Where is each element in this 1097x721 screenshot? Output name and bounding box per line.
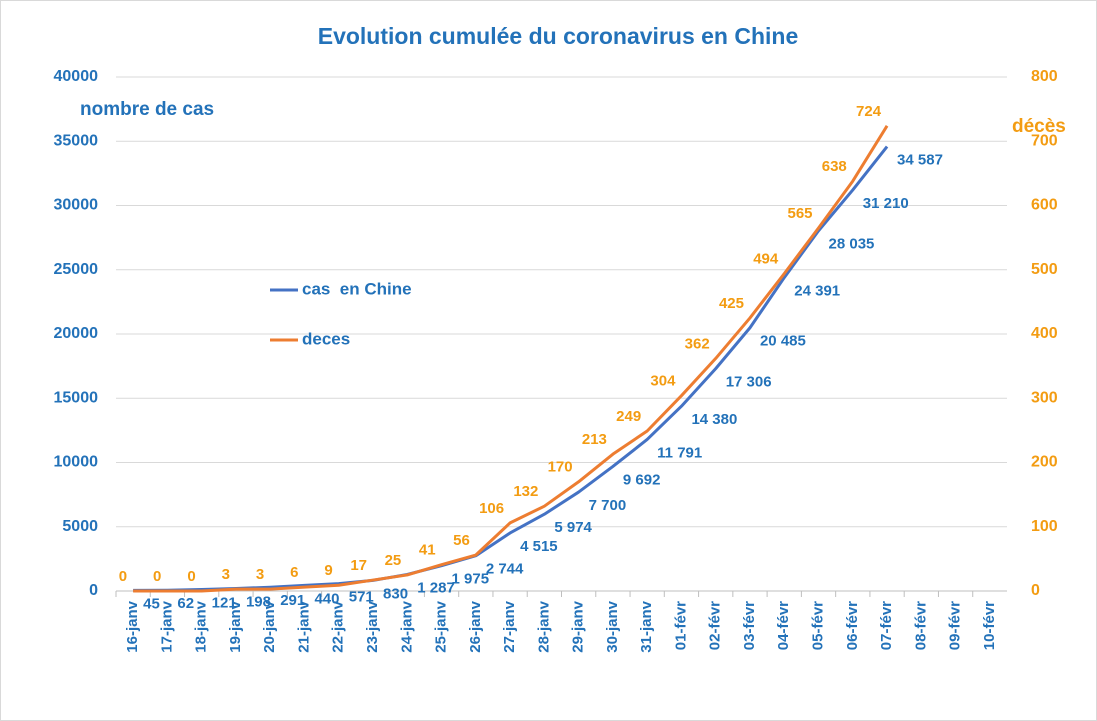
data-label: 0: [119, 568, 127, 585]
x-tick-label: 07-févr: [878, 601, 895, 650]
data-label: 17: [350, 557, 367, 574]
data-line: [133, 125, 889, 593]
data-label: 5 974: [554, 519, 592, 536]
y2-tick-label: 800: [1031, 68, 1058, 85]
y2-axis-title: décès: [1012, 116, 1066, 137]
x-tick-label: 23-janv: [364, 600, 381, 652]
x-tick-label: 27-janv: [501, 600, 518, 652]
data-label: 291: [280, 592, 305, 609]
x-tick-label: 29-janv: [570, 600, 587, 652]
x-tick-label: 08-févr: [912, 601, 929, 650]
data-label: 425: [719, 295, 744, 312]
y2-tick-label: 100: [1031, 518, 1058, 535]
y2-tick-label: 600: [1031, 197, 1058, 214]
y-tick-label: 40000: [54, 68, 99, 85]
y-axis-title: nombre de cas: [80, 99, 214, 120]
x-tick-label: 30-janv: [604, 600, 621, 652]
x-tick-label: 02-févr: [707, 601, 724, 650]
data-label: 440: [314, 590, 339, 607]
data-label: 0: [153, 568, 161, 585]
data-label: 830: [383, 585, 408, 602]
x-tick-label: 06-févr: [844, 601, 861, 650]
data-label: 9 692: [623, 471, 661, 488]
x-tick-label: 03-févr: [741, 601, 758, 650]
data-label: 213: [582, 431, 607, 448]
y-tick-label: 15000: [54, 389, 99, 406]
data-label: 132: [513, 483, 538, 500]
data-label: 106: [479, 500, 504, 517]
data-label: 121: [212, 594, 237, 611]
y2-tick-label: 300: [1031, 389, 1058, 406]
y-tick-label: 20000: [54, 325, 99, 342]
legend-label: deces: [302, 329, 350, 348]
data-label: 571: [349, 589, 374, 606]
data-label: 198: [246, 593, 271, 610]
data-label: 494: [753, 251, 779, 268]
legend-label: cas en Chine: [302, 279, 412, 298]
x-tick-label: 20-janv: [261, 600, 278, 652]
data-label: 34 587: [897, 152, 943, 169]
data-label: 0: [187, 568, 195, 585]
data-label: 3: [222, 566, 230, 583]
data-label: 62: [177, 595, 194, 612]
chart-title: Evolution cumulée du coronavirus en Chin…: [318, 23, 799, 49]
data-label: 14 380: [691, 411, 737, 428]
y2-tick-label: 0: [1031, 582, 1040, 599]
data-label: 565: [787, 205, 812, 222]
data-label: 724: [856, 103, 882, 120]
x-tick-label: 09-févr: [947, 601, 964, 650]
y2-tick-label: 400: [1031, 325, 1058, 342]
data-label: 17 306: [726, 374, 772, 391]
data-label: 362: [685, 335, 710, 352]
x-tick-label: 31-janv: [638, 600, 655, 652]
data-label: 638: [822, 158, 847, 175]
y-tick-label: 25000: [54, 261, 99, 278]
data-label: 11 791: [657, 444, 702, 461]
y-tick-label: 5000: [62, 518, 98, 535]
x-tick-label: 01-févr: [672, 601, 689, 650]
data-label: 31 210: [863, 195, 909, 212]
data-label: 28 035: [829, 236, 875, 253]
data-label: 3: [256, 566, 264, 583]
data-label: 24 391: [794, 283, 840, 300]
x-tick-label: 26-janv: [467, 600, 484, 652]
x-tick-label: 04-févr: [775, 601, 792, 650]
data-label: 304: [650, 373, 676, 390]
x-tick-label: 18-janv: [193, 600, 210, 652]
y-tick-label: 35000: [54, 132, 99, 149]
data-label: 6: [290, 564, 298, 581]
y-tick-label: 10000: [54, 454, 99, 471]
x-tick-label: 17-janv: [158, 600, 175, 652]
x-tick-label: 10-févr: [981, 601, 998, 650]
x-tick-label: 16-janv: [124, 600, 141, 652]
x-tick-label: 21-janv: [295, 600, 312, 652]
y2-tick-label: 500: [1031, 261, 1058, 278]
y2-tick-label: 200: [1031, 454, 1058, 471]
x-tick-label: 28-janv: [535, 600, 552, 652]
y2-tick-label: 700: [1031, 132, 1058, 149]
data-label: 25: [385, 552, 402, 569]
x-tick-label: 05-févr: [809, 601, 826, 650]
data-label: 41: [419, 542, 436, 559]
data-label: 170: [548, 459, 573, 476]
data-label: 20 485: [760, 333, 806, 350]
data-label: 7 700: [589, 497, 627, 514]
y-tick-label: 30000: [54, 197, 99, 214]
x-tick-label: 24-janv: [398, 600, 415, 652]
data-label: 56: [453, 532, 470, 549]
data-label: 9: [324, 562, 332, 579]
data-label: 4 515: [520, 538, 558, 555]
data-label: 1 287: [417, 579, 455, 596]
data-label: 1 975: [452, 571, 490, 588]
data-label: 45: [143, 595, 160, 612]
y-tick-label: 0: [89, 582, 98, 599]
data-label: 249: [616, 408, 641, 425]
x-tick-label: 25-janv: [433, 600, 450, 652]
x-tick-label: 22-janv: [330, 600, 347, 652]
data-label: 2 744: [486, 561, 524, 578]
x-tick-label: 19-janv: [227, 600, 244, 652]
